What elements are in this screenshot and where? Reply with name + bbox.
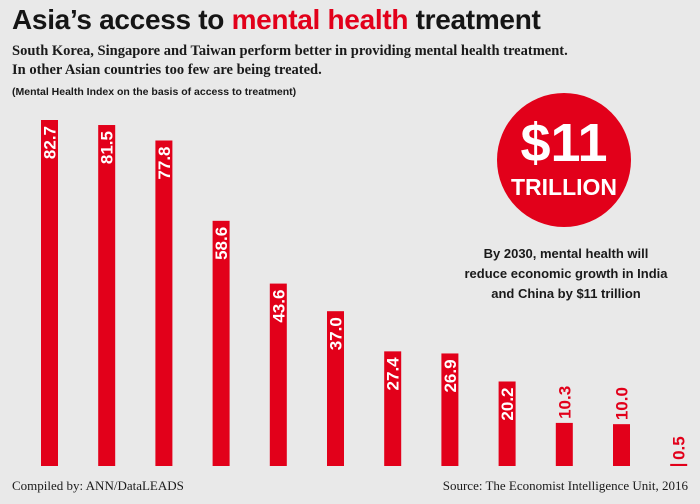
title-part-2: treatment — [408, 4, 541, 35]
bar-singapore — [98, 125, 116, 466]
value-label-south-korea: 82.7 — [41, 126, 60, 159]
subtitle-line-2: In other Asian countries too few are bei… — [12, 62, 322, 78]
value-label-japan: 58.6 — [212, 227, 231, 260]
subtitle: South Korea, Singapore and Taiwan perfor… — [12, 42, 568, 80]
value-label-philippines: 26.9 — [441, 359, 460, 392]
value-label-thailand: 37.0 — [327, 317, 346, 350]
source: Source: The Economist Intelligence Unit,… — [442, 478, 688, 493]
value-label-singapore: 81.5 — [98, 131, 117, 164]
bar-thailand — [327, 311, 344, 466]
bar-south-korea — [41, 120, 58, 466]
growth-note: By 2030, mental health will reduce econo… — [450, 244, 682, 304]
growth-note-line-3: and China by $11 trillion — [491, 286, 641, 301]
growth-note-line-2: reduce economic growth in India — [464, 266, 668, 281]
value-label-india: 10.0 — [613, 387, 632, 420]
value-label-malaysia: 43.6 — [269, 290, 288, 323]
value-label-taiwan: 77.8 — [155, 147, 174, 180]
growth-note-line-1: By 2030, mental health will — [483, 246, 649, 261]
value-label-vietnam: 10.3 — [555, 386, 574, 419]
bar-india — [613, 424, 630, 466]
bar-malaysia — [269, 283, 287, 466]
index-note: (Mental Health Index on the basis of acc… — [12, 86, 297, 98]
value-label-pakistan: 0.5 — [670, 436, 689, 460]
title-highlight: mental health — [231, 4, 409, 35]
badge-unit: TRILLION — [510, 174, 618, 200]
bar-indonesia — [498, 381, 516, 466]
chart-title: Asia’s access to mental health treatment — [12, 4, 541, 36]
bar-taiwan — [155, 140, 173, 466]
trillion-badge: $11 TRILLION — [497, 93, 631, 227]
value-label-indonesia: 20.2 — [498, 387, 517, 420]
bar-pakistan — [670, 463, 688, 466]
badge-amount: $11 — [520, 113, 608, 173]
bar-japan — [212, 220, 230, 466]
compiled-by: Compiled by: ANN/DataLEADS — [12, 478, 184, 493]
value-label-china: 27.4 — [384, 357, 403, 391]
bar-china — [384, 351, 402, 466]
subtitle-line-1: South Korea, Singapore and Taiwan perfor… — [12, 43, 568, 59]
title-part-1: Asia’s access to — [12, 4, 232, 35]
bar-philippines — [441, 353, 459, 466]
bar-vietnam — [555, 422, 573, 466]
